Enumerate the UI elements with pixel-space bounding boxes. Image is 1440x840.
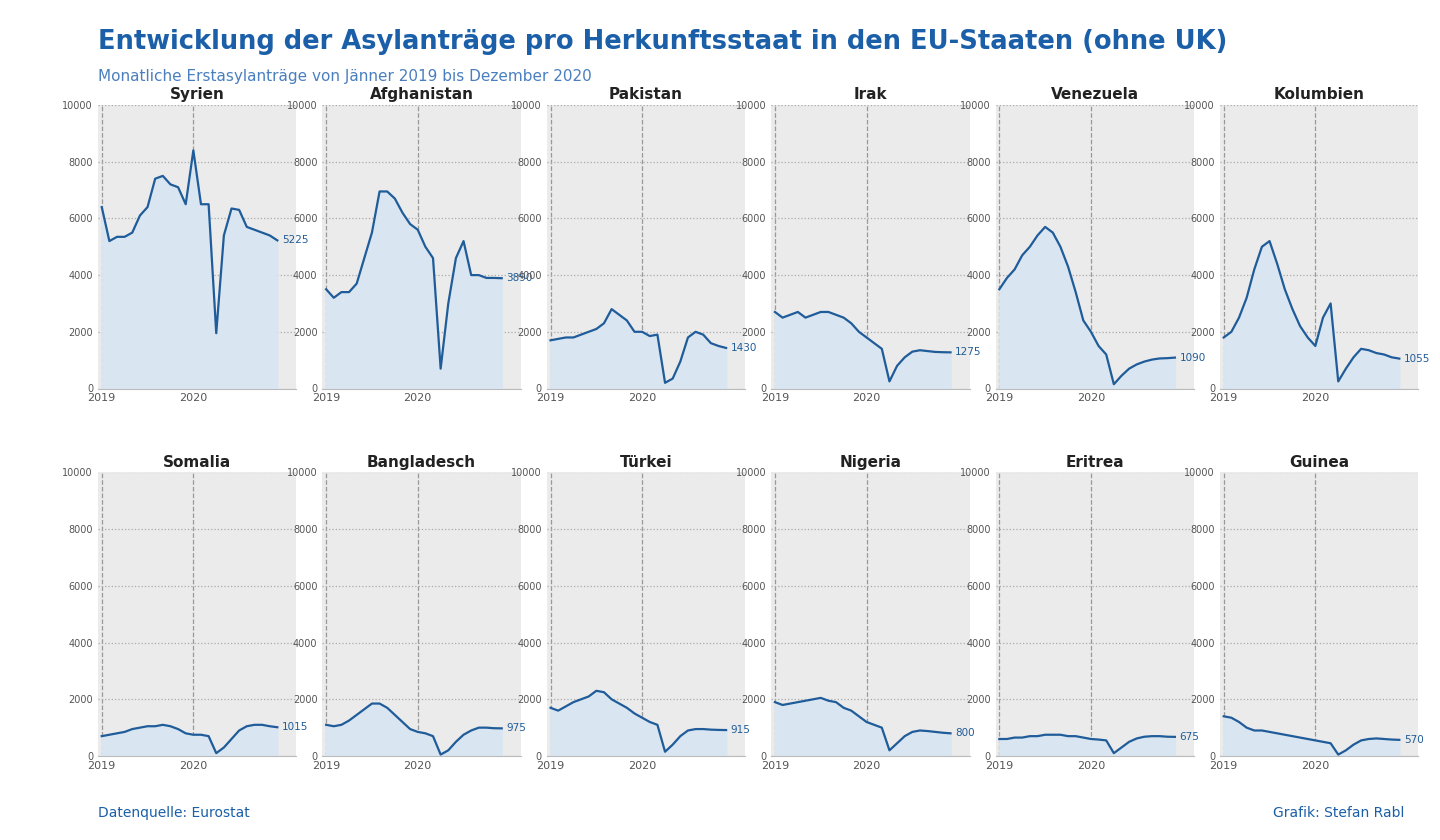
Text: 800: 800 bbox=[955, 728, 975, 738]
Title: Venezuela: Venezuela bbox=[1051, 87, 1139, 102]
Title: Guinea: Guinea bbox=[1289, 455, 1349, 470]
Text: 5225: 5225 bbox=[282, 235, 308, 245]
Text: 915: 915 bbox=[730, 725, 750, 735]
Title: Nigeria: Nigeria bbox=[840, 455, 901, 470]
Text: 1275: 1275 bbox=[955, 348, 982, 357]
Text: Monatliche Erstasylanträge von Jänner 2019 bis Dezember 2020: Monatliche Erstasylanträge von Jänner 20… bbox=[98, 69, 592, 84]
Text: 1090: 1090 bbox=[1179, 353, 1205, 363]
Title: Irak: Irak bbox=[854, 87, 887, 102]
Text: Grafik: Stefan Rabl: Grafik: Stefan Rabl bbox=[1273, 806, 1404, 820]
Title: Türkei: Türkei bbox=[619, 455, 672, 470]
Title: Eritrea: Eritrea bbox=[1066, 455, 1125, 470]
Text: 675: 675 bbox=[1179, 732, 1200, 742]
Title: Somalia: Somalia bbox=[163, 455, 232, 470]
Title: Pakistan: Pakistan bbox=[609, 87, 683, 102]
Title: Kolumbien: Kolumbien bbox=[1273, 87, 1365, 102]
Text: 3890: 3890 bbox=[507, 273, 533, 283]
Title: Syrien: Syrien bbox=[170, 87, 225, 102]
Text: 570: 570 bbox=[1404, 735, 1424, 745]
Text: Entwicklung der Asylanträge pro Herkunftsstaat in den EU-Staaten (ohne UK): Entwicklung der Asylanträge pro Herkunft… bbox=[98, 29, 1227, 55]
Text: Datenquelle: Eurostat: Datenquelle: Eurostat bbox=[98, 806, 249, 820]
Text: 1430: 1430 bbox=[730, 343, 757, 353]
Title: Bangladesch: Bangladesch bbox=[367, 455, 477, 470]
Text: 1055: 1055 bbox=[1404, 354, 1430, 364]
Title: Afghanistan: Afghanistan bbox=[370, 87, 474, 102]
Text: 1015: 1015 bbox=[282, 722, 308, 732]
Text: 975: 975 bbox=[507, 723, 526, 733]
